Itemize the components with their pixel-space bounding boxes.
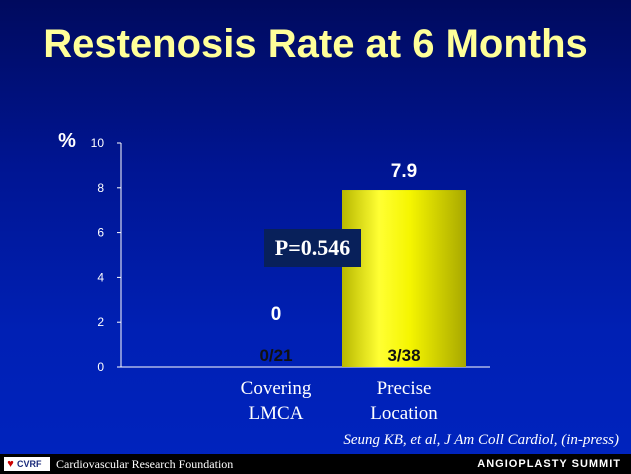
p-value-label: P=0.546 xyxy=(264,229,361,267)
bar-count-label: 0/21 xyxy=(259,346,292,365)
y-tick-label: 8 xyxy=(97,181,104,195)
bar-count-label: 3/38 xyxy=(387,346,420,365)
bar-value-label: 7.9 xyxy=(391,161,417,182)
bar-value-label: 0 xyxy=(271,304,282,325)
y-tick-label: 0 xyxy=(97,360,104,374)
x-category-label: Covering xyxy=(241,378,312,399)
y-tick-label: 4 xyxy=(97,270,104,284)
x-category-label: Location xyxy=(370,403,438,424)
slide-title: Restenosis Rate at 6 Months xyxy=(43,22,588,66)
footer-summit: ANGIOPLASTY SUMMIT xyxy=(477,458,621,470)
y-tick-label: 10 xyxy=(91,136,105,150)
x-category-label: Precise xyxy=(377,378,432,399)
footer-bar xyxy=(0,454,631,474)
cvrf-logo: ♥ CVRF xyxy=(4,457,50,471)
citation: Seung KB, et al, J Am Coll Cardiol, (in-… xyxy=(343,432,619,448)
footer-foundation: Cardiovascular Research Foundation xyxy=(56,457,234,471)
logo-text: CVRF xyxy=(17,459,42,469)
y-axis-label: % xyxy=(58,130,76,152)
heart-icon: ♥ xyxy=(7,458,14,470)
y-tick-label: 2 xyxy=(97,315,104,329)
y-tick-label: 6 xyxy=(97,226,104,240)
bar xyxy=(342,190,466,367)
x-category-label: LMCA xyxy=(249,403,304,424)
